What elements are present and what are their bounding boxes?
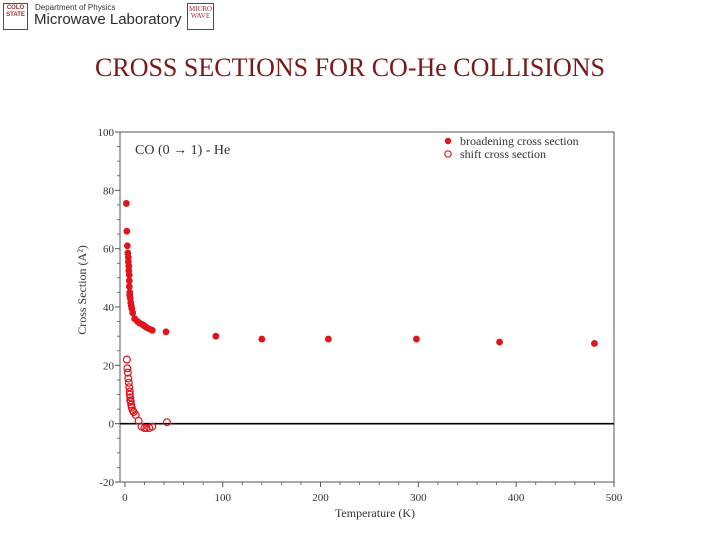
x-tick-label: 200 bbox=[312, 492, 329, 504]
laboratory-name: Microwave Laboratory bbox=[34, 11, 182, 28]
broadening-point bbox=[125, 277, 133, 285]
broadening-point bbox=[122, 200, 130, 207]
broadening-point bbox=[129, 309, 137, 317]
microwave-lab-logo: MICRO WAVE bbox=[187, 3, 214, 30]
shift-point bbox=[162, 418, 171, 427]
logo-left-line-1: COLO bbox=[6, 5, 25, 11]
legend-marker-shift bbox=[444, 150, 452, 158]
y-tick-label: 100 bbox=[98, 127, 115, 139]
slide-title: CROSS SECTIONS FOR CO-He COLLISIONS bbox=[95, 53, 605, 82]
x-tick-label: 400 bbox=[508, 492, 525, 504]
broadening-point bbox=[123, 242, 131, 250]
shift-point bbox=[123, 364, 132, 373]
shift-point bbox=[142, 424, 151, 433]
broadening-point bbox=[496, 338, 503, 346]
broadening-point bbox=[212, 332, 220, 340]
header: COLO STATE Department of Physics Microwa… bbox=[0, 0, 720, 34]
legend-label-broadening: broadening cross section bbox=[460, 134, 579, 148]
broadening-point bbox=[123, 227, 131, 235]
x-tick-label: 100 bbox=[214, 492, 231, 504]
y-axis-label: Cross Section (A²) bbox=[75, 245, 89, 335]
shift-point bbox=[125, 390, 134, 399]
shift-point bbox=[124, 378, 133, 387]
y-tick-label: 80 bbox=[103, 185, 115, 197]
x-tick-label: 500 bbox=[606, 492, 623, 504]
logo-right-line-1: MICRO bbox=[189, 5, 212, 13]
broadening-point bbox=[125, 271, 133, 279]
broadening-point bbox=[591, 340, 598, 347]
broadening-point bbox=[258, 335, 266, 343]
broadening-point bbox=[413, 335, 420, 343]
chart-axes bbox=[119, 131, 615, 483]
shift-point bbox=[123, 368, 132, 377]
x-tick-label: 0 bbox=[122, 492, 128, 504]
y-tick-label: 60 bbox=[103, 244, 115, 256]
chart-legend: broadening cross section shift cross sec… bbox=[444, 134, 579, 161]
broadening-point bbox=[125, 283, 133, 290]
legend-label-shift: shift cross section bbox=[460, 147, 546, 161]
shift-point bbox=[126, 393, 135, 402]
y-tick-label: 0 bbox=[109, 419, 115, 431]
x-tick-label: 300 bbox=[410, 492, 427, 504]
x-axis-label: Temperature (K) bbox=[335, 506, 415, 520]
shift-point bbox=[126, 397, 135, 406]
broadening-point bbox=[148, 326, 156, 334]
shift-point bbox=[122, 355, 131, 364]
legend-marker-broadening bbox=[444, 137, 452, 145]
y-tick-label: 20 bbox=[103, 360, 115, 372]
broadening-point bbox=[324, 335, 332, 343]
broadening-point bbox=[162, 328, 170, 336]
shift-point bbox=[124, 374, 133, 383]
colorado-state-logo: COLO STATE bbox=[3, 3, 28, 30]
plot-frame bbox=[119, 131, 615, 483]
y-tick-label: 40 bbox=[103, 302, 115, 314]
department-name: Department of Physics bbox=[35, 3, 116, 12]
logo-left-line-2: STATE bbox=[6, 11, 25, 18]
shift-point bbox=[125, 387, 134, 396]
chart-ticks: -20 0 20 40 60 80 100 0 100 200 300 400 500 bbox=[98, 127, 623, 504]
shift-point bbox=[127, 400, 136, 409]
y-tick-label: -20 bbox=[99, 477, 114, 489]
chart-annotation: CO (0 → 1) - He bbox=[135, 143, 230, 158]
logo-right-line-2: WAVE bbox=[190, 12, 211, 20]
shift-point bbox=[148, 422, 157, 431]
chart-marks bbox=[122, 200, 598, 433]
